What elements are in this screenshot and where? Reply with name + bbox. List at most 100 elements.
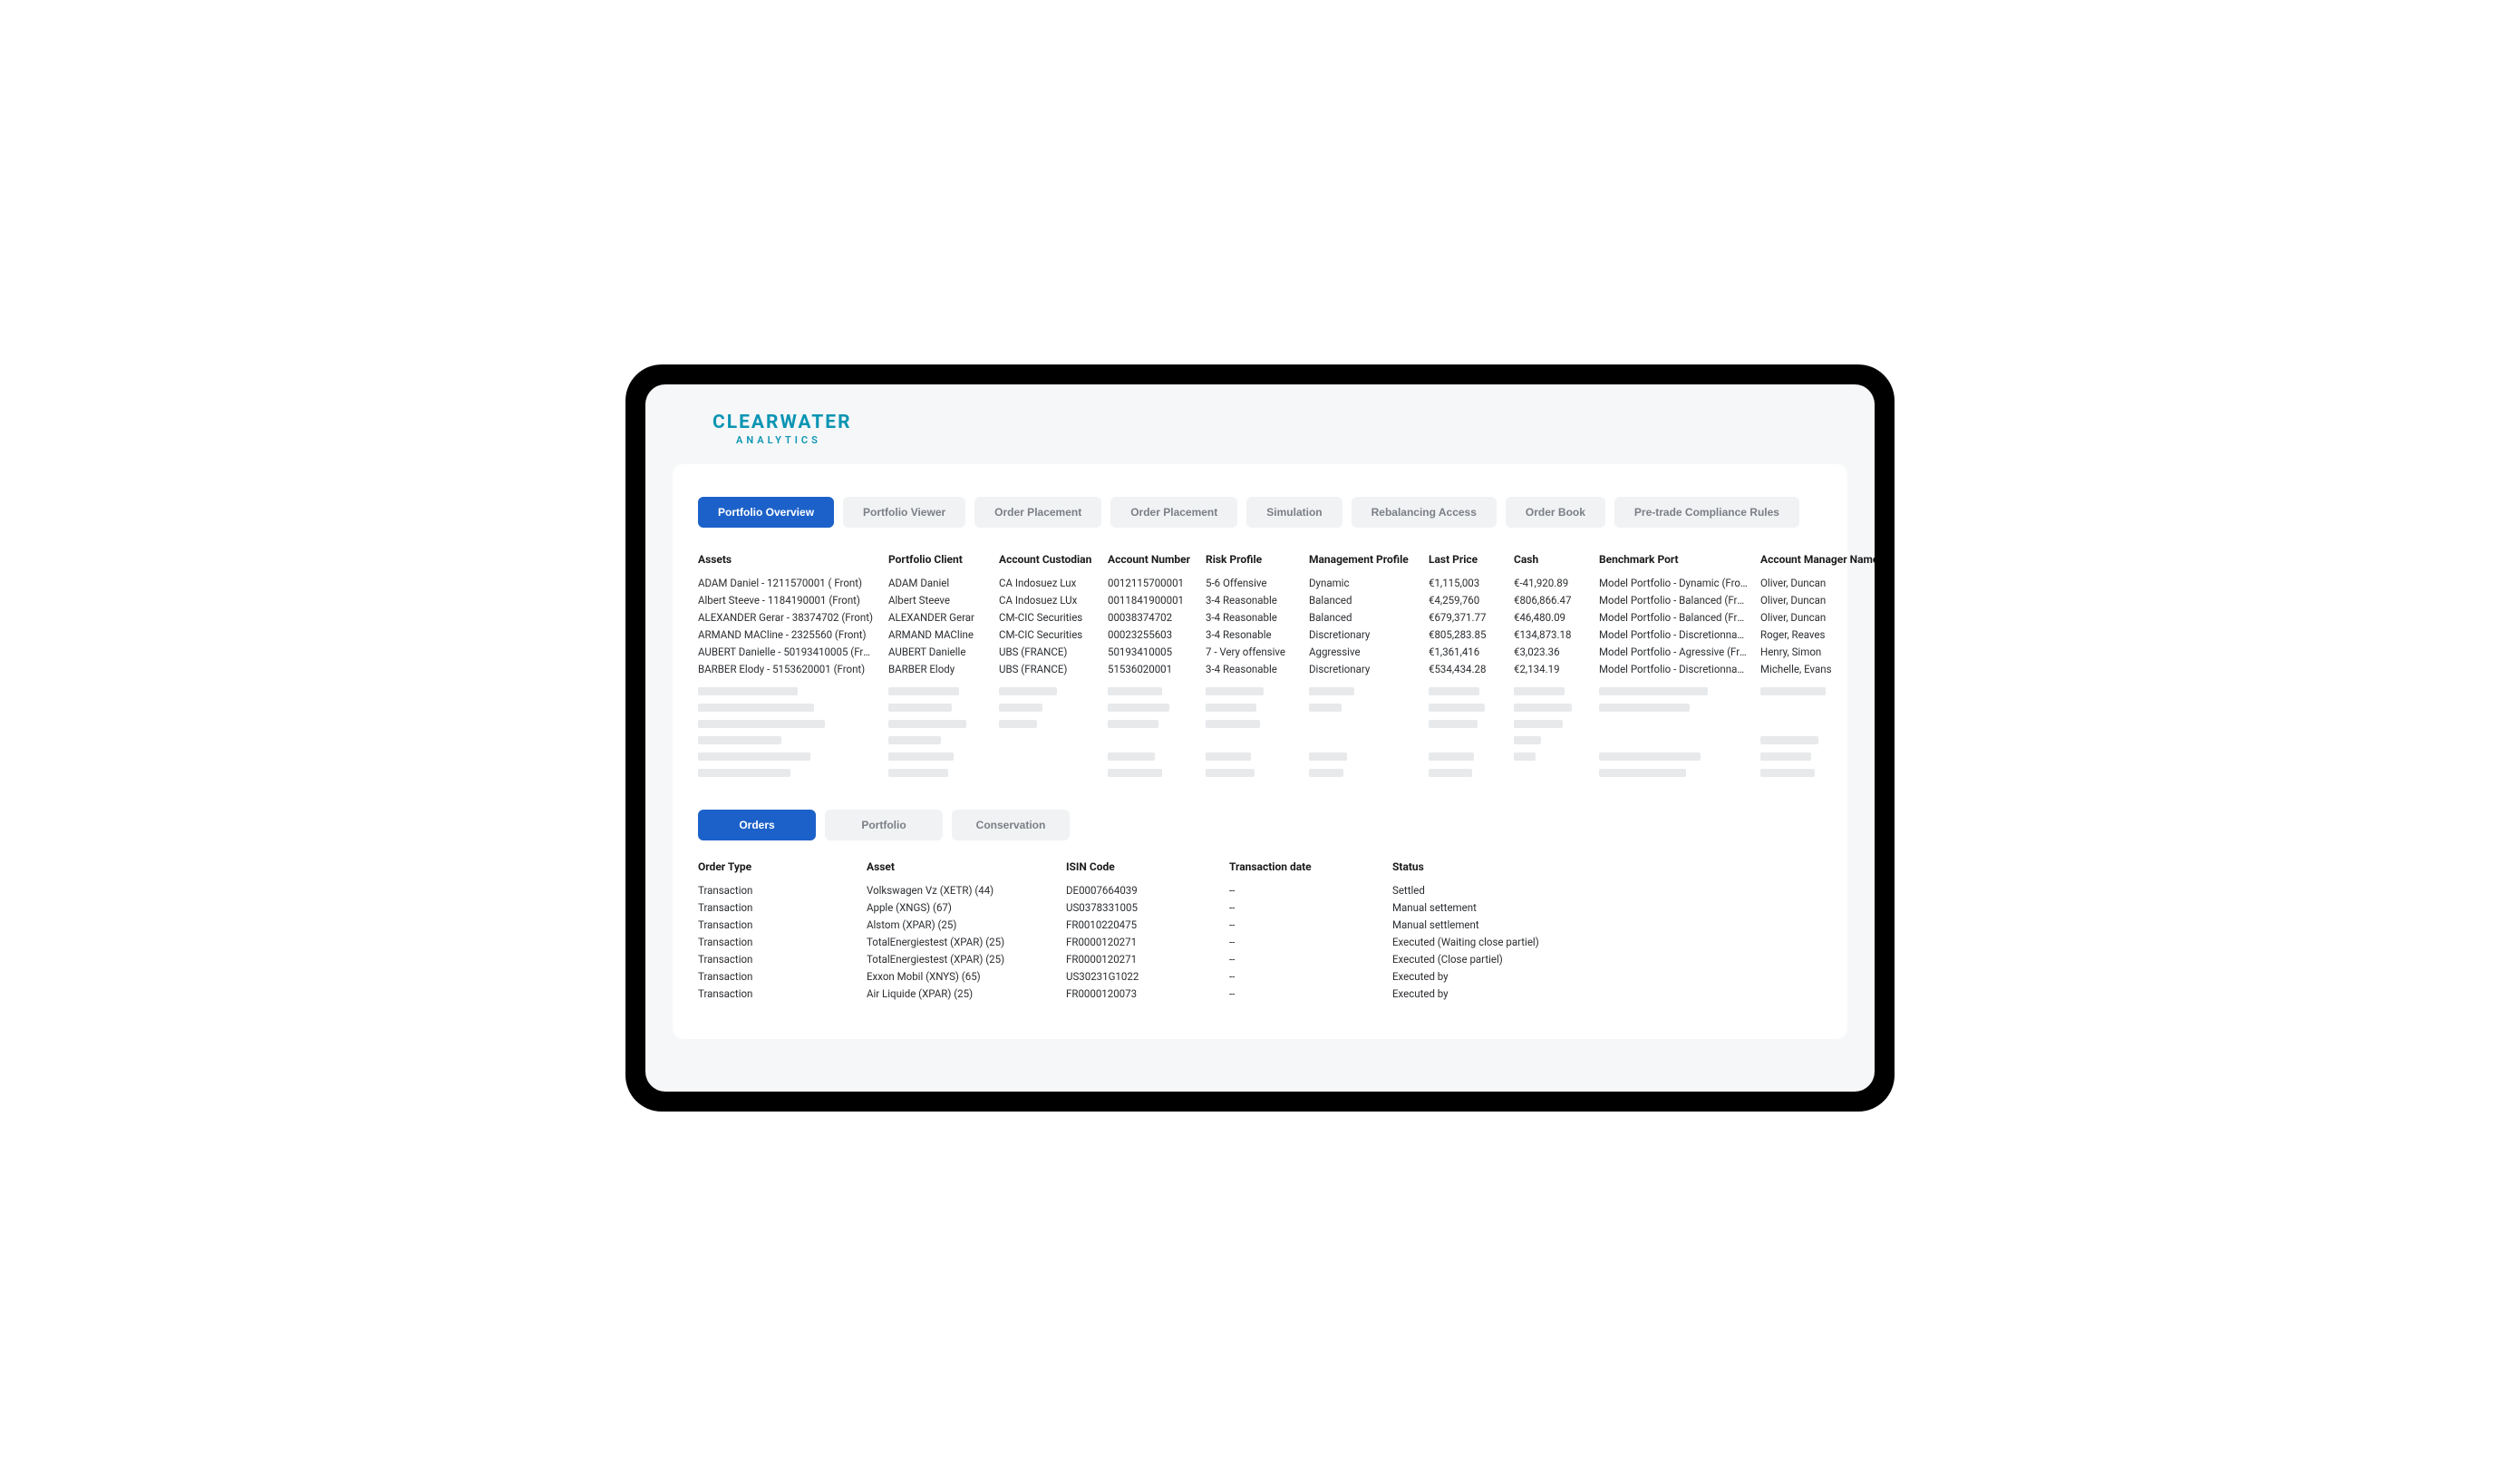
portfolio-cell[interactable]: ARMAND MACline - 2325560 (Front) (698, 626, 876, 644)
portfolio-cell[interactable]: BARBER Elody - 5153620001 (Front) (698, 661, 876, 678)
portfolio-cell[interactable]: Oliver, Duncan (1760, 592, 1866, 609)
orders-cell[interactable]: US0378331005 (1066, 899, 1216, 917)
portfolio-cell[interactable]: Aggressive (1309, 644, 1416, 661)
orders-cell[interactable]: -- (1229, 899, 1380, 917)
portfolio-cell[interactable]: €1,115,003 (1429, 575, 1501, 592)
portfolio-cell[interactable]: ADAM Daniel (888, 575, 986, 592)
orders-cell[interactable]: Transaction (698, 934, 854, 951)
orders-cell[interactable]: Executed (Close partiel) (1392, 951, 1592, 968)
portfolio-cell[interactable]: AUBERT Danielle (888, 644, 986, 661)
portfolio-cell[interactable]: Discretionary (1309, 626, 1416, 644)
portfolio-cell[interactable]: 7 - Very offensive (1206, 644, 1296, 661)
portfolio-cell[interactable]: €3,023.36 (1514, 644, 1586, 661)
orders-cell[interactable]: -- (1229, 968, 1380, 986)
portfolio-cell[interactable]: 0011841900001 (1108, 592, 1193, 609)
orders-cell[interactable]: Exxon Mobil (XNYS) (65) (867, 968, 1053, 986)
portfolio-cell[interactable]: 0012115700001 (1108, 575, 1193, 592)
portfolio-cell[interactable]: 3-4 Reasonable (1206, 661, 1296, 678)
portfolio-cell[interactable]: €134,873.18 (1514, 626, 1586, 644)
main-tab-1[interactable]: Portfolio Viewer (843, 497, 965, 528)
orders-cell[interactable]: Executed (Waiting close partiel) (1392, 934, 1592, 951)
portfolio-cell[interactable]: Albert Steeve - 1184190001 (Front) (698, 592, 876, 609)
orders-cell[interactable]: -- (1229, 951, 1380, 968)
portfolio-cell[interactable]: ARMAND MACline (888, 626, 986, 644)
portfolio-cell[interactable]: Model Portfolio - Balanced (Fro... (1599, 609, 1748, 626)
orders-cell[interactable]: FR0000120271 (1066, 934, 1216, 951)
orders-cell[interactable]: FR0010220475 (1066, 917, 1216, 934)
orders-cell[interactable]: Executed by (1392, 986, 1592, 1003)
portfolio-cell[interactable]: Henry, Simon (1760, 644, 1866, 661)
portfolio-cell[interactable]: CA Indosuez LUx (999, 592, 1095, 609)
portfolio-cell[interactable]: Oliver, Duncan (1760, 609, 1866, 626)
portfolio-cell[interactable]: €4,259,760 (1429, 592, 1501, 609)
orders-cell[interactable]: Transaction (698, 951, 854, 968)
portfolio-cell[interactable]: Model Portfolio - Agressive (Fro... (1599, 644, 1748, 661)
portfolio-cell[interactable]: Model Portfolio - Dynamic (Front) (1599, 575, 1748, 592)
sub-tab-2[interactable]: Conservation (952, 810, 1070, 840)
main-tab-6[interactable]: Order Book (1506, 497, 1605, 528)
orders-cell[interactable]: Transaction (698, 986, 854, 1003)
sub-tab-0[interactable]: Orders (698, 810, 816, 840)
main-tab-4[interactable]: Simulation (1246, 497, 1342, 528)
portfolio-cell[interactable]: €534,434.28 (1429, 661, 1501, 678)
portfolio-cell[interactable]: CA Indosuez Lux (999, 575, 1095, 592)
main-tab-3[interactable]: Order Placement (1110, 497, 1237, 528)
main-tab-2[interactable]: Order Placement (974, 497, 1101, 528)
portfolio-cell[interactable]: 00023255603 (1108, 626, 1193, 644)
orders-cell[interactable]: FR0000120271 (1066, 951, 1216, 968)
orders-cell[interactable]: Transaction (698, 882, 854, 899)
portfolio-cell[interactable]: 51536020001 (1108, 661, 1193, 678)
portfolio-cell[interactable]: Balanced (1309, 592, 1416, 609)
portfolio-cell[interactable]: 00038374702 (1108, 609, 1193, 626)
orders-cell[interactable]: Transaction (698, 899, 854, 917)
portfolio-cell[interactable]: Michelle, Evans (1760, 661, 1866, 678)
orders-cell[interactable]: US30231G1022 (1066, 968, 1216, 986)
portfolio-cell[interactable]: Dynamic (1309, 575, 1416, 592)
portfolio-cell[interactable]: ADAM Daniel - 1211570001 ( Front) (698, 575, 876, 592)
portfolio-cell[interactable]: 3-4 Reasonable (1206, 592, 1296, 609)
orders-cell[interactable]: -- (1229, 882, 1380, 899)
orders-cell[interactable]: Volkswagen Vz (XETR) (44) (867, 882, 1053, 899)
portfolio-cell[interactable]: 3-4 Reasonable (1206, 609, 1296, 626)
orders-cell[interactable]: Executed by (1392, 968, 1592, 986)
portfolio-cell[interactable]: Model Portfolio - Discretionnary... (1599, 626, 1748, 644)
orders-cell[interactable]: FR0000120073 (1066, 986, 1216, 1003)
portfolio-cell[interactable]: Albert Steeve (888, 592, 986, 609)
portfolio-cell[interactable]: UBS (FRANCE) (999, 644, 1095, 661)
portfolio-cell[interactable]: €46,480.09 (1514, 609, 1586, 626)
orders-cell[interactable]: Settled (1392, 882, 1592, 899)
orders-cell[interactable]: Alstom (XPAR) (25) (867, 917, 1053, 934)
portfolio-cell[interactable]: €1,361,416 (1429, 644, 1501, 661)
sub-tab-1[interactable]: Portfolio (825, 810, 943, 840)
portfolio-cell[interactable]: €-41,920.89 (1514, 575, 1586, 592)
portfolio-cell[interactable]: €679,371.77 (1429, 609, 1501, 626)
portfolio-cell[interactable]: ALEXANDER Gerar - 38374702 (Front) (698, 609, 876, 626)
portfolio-cell[interactable]: 3-4 Resonable (1206, 626, 1296, 644)
portfolio-cell[interactable]: Roger, Reaves (1760, 626, 1866, 644)
portfolio-cell[interactable]: BARBER Elody (888, 661, 986, 678)
main-tab-5[interactable]: Rebalancing Access (1352, 497, 1497, 528)
orders-cell[interactable]: Manual settement (1392, 899, 1592, 917)
orders-cell[interactable]: DE0007664039 (1066, 882, 1216, 899)
orders-cell[interactable]: -- (1229, 986, 1380, 1003)
portfolio-cell[interactable]: AUBERT Danielle - 50193410005 (Front) (698, 644, 876, 661)
orders-cell[interactable]: TotalEnergiestest (XPAR) (25) (867, 951, 1053, 968)
orders-cell[interactable]: Apple (XNGS) (67) (867, 899, 1053, 917)
orders-cell[interactable]: Air Liquide (XPAR) (25) (867, 986, 1053, 1003)
orders-cell[interactable]: -- (1229, 934, 1380, 951)
portfolio-cell[interactable]: 50193410005 (1108, 644, 1193, 661)
portfolio-cell[interactable]: Oliver, Duncan (1760, 575, 1866, 592)
portfolio-cell[interactable]: €2,134.19 (1514, 661, 1586, 678)
orders-cell[interactable]: Transaction (698, 917, 854, 934)
portfolio-cell[interactable]: €806,866.47 (1514, 592, 1586, 609)
orders-cell[interactable]: TotalEnergiestest (XPAR) (25) (867, 934, 1053, 951)
portfolio-cell[interactable]: UBS (FRANCE) (999, 661, 1095, 678)
portfolio-cell[interactable]: CM-CIC Securities (999, 609, 1095, 626)
portfolio-cell[interactable]: Discretionary (1309, 661, 1416, 678)
portfolio-cell[interactable]: Balanced (1309, 609, 1416, 626)
orders-cell[interactable]: Transaction (698, 968, 854, 986)
portfolio-cell[interactable]: CM-CIC Securities (999, 626, 1095, 644)
main-tab-0[interactable]: Portfolio Overview (698, 497, 834, 528)
portfolio-cell[interactable]: Model Portfolio - Balanced (Fro... (1599, 592, 1748, 609)
portfolio-cell[interactable]: Model Portfolio - Discretionnary... (1599, 661, 1748, 678)
